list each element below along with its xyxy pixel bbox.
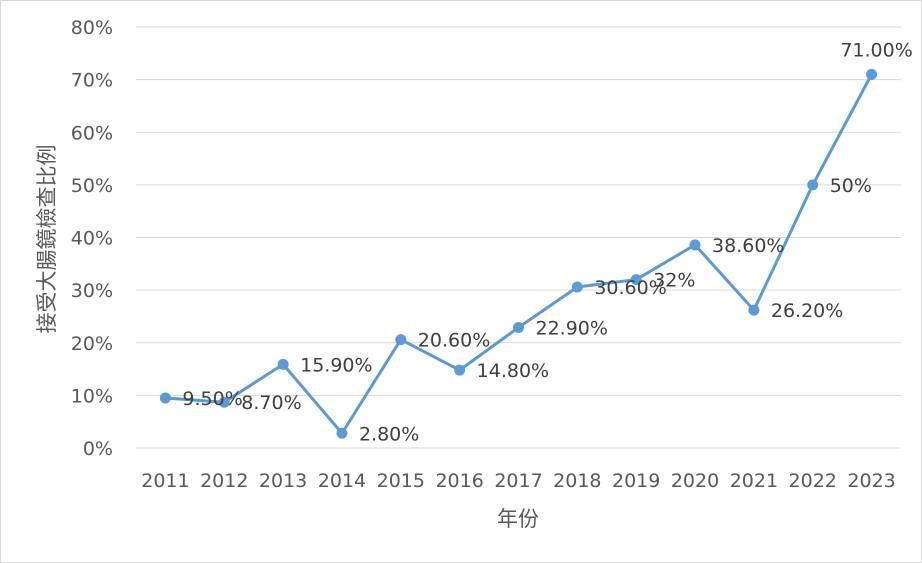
x-tick-label: 2023 [847,470,895,492]
data-points [159,68,878,439]
data-label: 9.50% [182,388,242,410]
x-tick-label: 2011 [141,470,189,492]
x-tick-label: 2020 [671,470,719,492]
data-label: 26.20% [771,300,843,322]
y-tick-label: 30% [71,280,113,302]
data-point [513,321,524,333]
y-tick-labels: 0% 10% 20% 30% 40% 50% 60% 70% 80% [71,17,113,460]
y-tick-label: 60% [71,122,113,144]
y-axis-title: 接受大腸鏡檢查比例 [35,145,59,334]
y-tick-label: 50% [71,175,113,197]
data-label: 14.80% [477,360,549,382]
data-label: 22.90% [536,317,608,339]
data-point [454,364,466,376]
data-point [748,304,760,316]
y-tick-label: 70% [71,70,113,92]
data-label: 38.60% [712,235,784,257]
data-label: 71.00% [840,39,912,61]
data-point [336,427,348,439]
x-tick-label: 2022 [789,470,837,492]
x-tick-label: 2012 [200,470,248,492]
x-tick-label: 2013 [259,470,307,492]
data-point [395,334,407,346]
y-tick-label: 80% [71,17,113,39]
data-label: 20.60% [418,330,490,352]
data-point [571,281,583,293]
x-tick-label: 2016 [435,470,483,492]
data-point [807,179,819,191]
x-tick-labels: 2011 2012 2013 2014 2015 2016 2017 2018 2019 2020… [141,470,896,492]
data-label: 15.90% [300,354,372,376]
data-label: 50% [830,175,872,197]
data-label: 32% [653,270,695,292]
gridlines [136,26,901,449]
data-point [689,239,701,251]
x-tick-label: 2018 [553,470,601,492]
x-tick-label: 2014 [318,470,366,492]
data-label: 2.80% [359,423,419,445]
data-point [630,274,642,286]
data-label: 8.70% [241,392,301,414]
y-tick-label: 10% [71,385,113,407]
y-tick-label: 40% [71,228,113,250]
x-tick-label: 2021 [730,470,778,492]
data-label: 30.60% [594,277,666,299]
x-tick-label: 2015 [377,470,425,492]
x-tick-label: 2019 [612,470,660,492]
data-labels: 9.50%8.70% 15.90% 2.80% 20.60% 14.80% 22.90% 3… [182,39,912,445]
data-point [277,358,289,370]
x-axis-title: 年份 [497,507,539,531]
data-point [159,392,171,404]
y-tick-label: 20% [71,333,113,355]
data-point [866,68,878,80]
y-tick-label: 0% [83,438,113,460]
data-point [218,396,230,408]
x-tick-label: 2017 [494,470,542,492]
